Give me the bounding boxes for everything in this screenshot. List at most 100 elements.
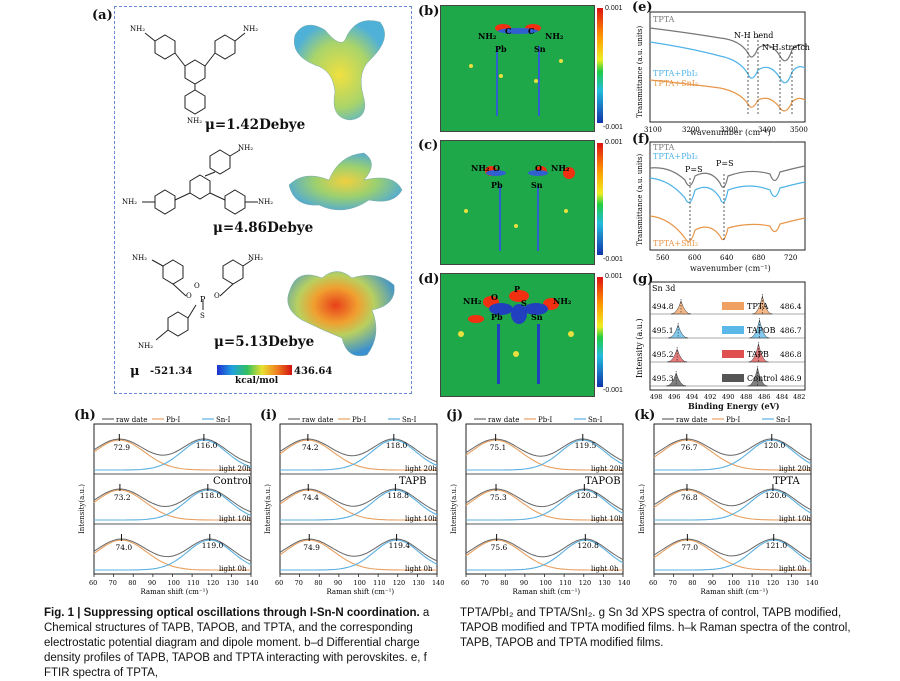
panel-f-legend-pbi2: TPTA+PbI₂: [653, 152, 698, 161]
raman-sn-curve-3-2: [654, 539, 812, 571]
raman-xtick-2-1: 70: [481, 579, 489, 587]
raman-pb-label-0-0: 72.9: [113, 443, 130, 452]
raman-sn-curve-1-0: [280, 439, 438, 471]
panel-a-label: (a): [92, 8, 113, 23]
panel-e-legend-tpta: TPTA: [653, 15, 675, 24]
tpta-esp-map: [287, 271, 395, 357]
panel-e-tick-0: 3100: [644, 126, 662, 134]
raman-raw-curve-2-0: [465, 438, 624, 462]
raman-sn-label-1-2: 119.4: [389, 541, 411, 550]
panel-f-tick-2: 640: [720, 254, 733, 262]
raman-xlabel-3: Raman shift (cm⁻¹): [701, 588, 769, 596]
raman-legend-3-2: Sn-I: [776, 416, 791, 424]
raman-legend-1-0: raw date: [302, 416, 333, 424]
raman-xtick-3-2: 80: [688, 579, 696, 587]
raman-legend-0-2: Sn-I: [216, 416, 231, 424]
raman-xtick-2-7: 130: [598, 579, 610, 587]
panel-f-annot-ps-1: P=S: [685, 165, 703, 174]
panel-b-atom-c-right: C: [528, 26, 534, 36]
raman-xtick-1-6: 120: [393, 579, 405, 587]
panel-f-tick-0: 560: [656, 254, 669, 262]
esp-mu-symbol: μ: [130, 364, 140, 379]
raman-xlabel-0: Raman shift (cm⁻¹): [141, 588, 209, 596]
raman-xtick-1-1: 70: [295, 579, 303, 587]
xps-row-name-0: TPTA: [747, 302, 769, 311]
raman-legend-3-1: Pb-I: [726, 416, 741, 424]
tpta-o-atom-right: O: [214, 292, 220, 300]
panel-b-atom-nh2-left: NH₂: [478, 31, 497, 41]
raman-sn-curve-0-1: [94, 489, 252, 521]
raman-xtick-1-2: 80: [314, 579, 322, 587]
panel-f-label: (f): [632, 132, 650, 147]
panel-e-tick-4: 3500: [790, 126, 808, 134]
panel-e-label: (e): [632, 0, 653, 15]
panel-b-cmax: 0.001: [605, 5, 623, 12]
raman-raw-curve-1-2: [279, 538, 438, 562]
xps-peak-2-1: [748, 343, 769, 363]
raman-raw-curve-0-0: [93, 438, 252, 464]
tpta-nh2-right: NH₂: [248, 254, 263, 262]
raman-time-label-1-1: light 10h: [405, 515, 437, 523]
panel-g-ylabel: Intensity (a.u.): [635, 318, 644, 378]
xps-left-value-0: 494.8: [652, 302, 674, 311]
raman-xtick-0-7: 130: [226, 579, 238, 587]
raman-sn-label-0-0: 116.0: [196, 441, 218, 450]
raman-xtick-2-4: 100: [540, 579, 552, 587]
panel-f-curve-tpta: [649, 165, 806, 188]
raman-xtick-0-5: 110: [187, 579, 199, 587]
tpta-nh2-bottom: NH₂: [138, 342, 153, 350]
tpta-dipole: μ=5.13Debye: [214, 334, 315, 350]
panel-d-atom-sn: Sn: [531, 312, 543, 322]
raman-pb-curve-0-0: [93, 439, 251, 471]
panel-d-atom-o: O: [491, 292, 498, 302]
panel-b-dcd-map: NH₂ C C NH₂ Pb Sn: [440, 5, 595, 132]
raman-time-label-0-1: light 10h: [219, 515, 251, 523]
raman-pb-label-1-0: 74.2: [302, 443, 319, 452]
raman-ylabel-3: Intensity(a.u.): [638, 484, 646, 534]
panel-f-annot-ps-2: P=S: [716, 159, 734, 168]
raman-pb-curve-3-0: [653, 439, 811, 471]
panel-g-tick-6: 486: [758, 393, 770, 401]
raman-legend-2-1: Pb-I: [538, 416, 553, 424]
panel-f-legend-tpta: TPTA: [653, 143, 675, 152]
panel-b-atom-c-left: C: [505, 26, 511, 36]
raman-raw-curve-0-2: [93, 538, 252, 562]
xps-left-value-2: 495.2: [652, 350, 674, 359]
panel-d-dcd-map: NH₂ O P S NH₂ Pb Sn: [440, 273, 595, 397]
panel-g-tick-7: 484: [776, 393, 788, 401]
raman-xtick-3-6: 120: [767, 579, 779, 587]
caption-left: Fig. 1 | Suppressing optical oscillation…: [44, 606, 449, 681]
xps-peak-0-0: [670, 300, 692, 315]
tapb-esp-map: [293, 20, 385, 121]
panel-c-dcd-map: NH₂ O O NH₂ Pb Sn: [440, 140, 595, 265]
raman-raw-curve-3-1: [653, 488, 812, 511]
tapob-nh2-top: NH₂: [238, 144, 253, 152]
esp-scale-max: 436.64: [294, 366, 333, 377]
raman-ylabel-0: Intensity(a.u.): [78, 484, 86, 534]
raman-legend-1-2: Sn-I: [402, 416, 417, 424]
panel-g-chart: Sn 3d TPTA 494.8 486.4 TAPOB 495.1 486.7 TAPB 4…: [635, 281, 806, 401]
tapob-esp-map: [288, 152, 403, 211]
esp-scale-unit: kcal/mol: [235, 376, 279, 386]
panel-e-xlabel: wavenumber (cm⁻¹): [690, 128, 771, 137]
raman-panel-label-0: (h): [74, 408, 96, 423]
raman-chart-2: raw date Pb-I Sn-I 75.1 119.5 light 20h 75.3 12…: [461, 416, 630, 596]
raman-time-label-2-2: light 0h: [591, 565, 619, 573]
raman-sn-label-3-1: 120.6: [765, 491, 787, 500]
raman-time-label-2-0: light 20h: [591, 465, 623, 473]
esp-scale-min: -521.34: [150, 366, 193, 377]
panel-d-atom-pb: Pb: [491, 312, 503, 322]
panel-f-curve-pbi2: [649, 177, 806, 204]
raman-sn-curve-1-1: [280, 489, 438, 521]
raman-time-label-3-1: light 10h: [779, 515, 811, 523]
raman-pb-label-0-2: 74.0: [115, 543, 132, 552]
xps-peak-0-1: [752, 295, 773, 315]
xps-swatch-2: [722, 350, 744, 358]
panel-e-tick-3: 3400: [758, 126, 776, 134]
panel-f-curve-sni2: [649, 215, 806, 243]
xps-peak-1-1: [749, 319, 770, 339]
panel-c-atom-o-left: O: [493, 163, 500, 173]
xps-left-value-1: 495.1: [652, 326, 673, 335]
panel-c-atom-nh2-left: NH₂: [471, 163, 490, 173]
panel-c-atom-o-right: O: [535, 163, 542, 173]
